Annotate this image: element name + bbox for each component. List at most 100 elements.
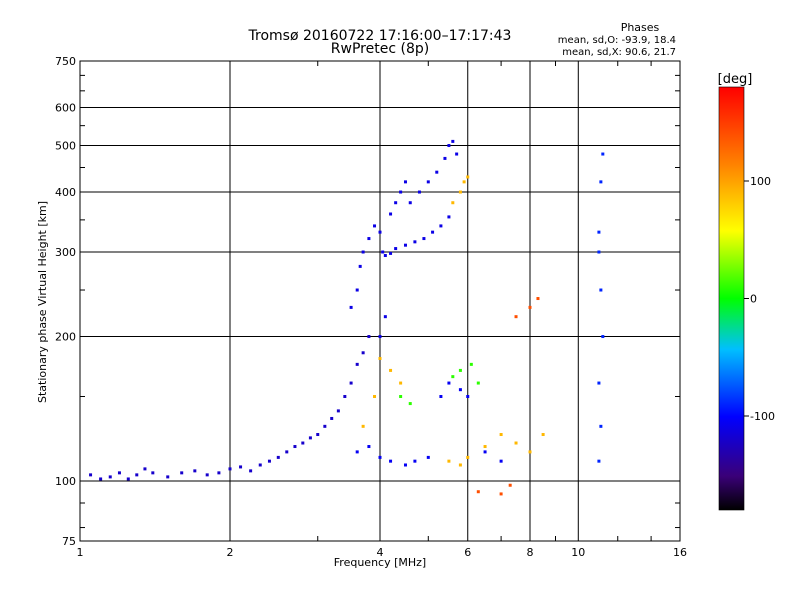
data-point: [528, 305, 532, 309]
data-point: [367, 445, 371, 449]
axes: 1 2 4 6 8 10 16 75 100 200 300 400 500 600 750: [55, 55, 687, 559]
data-point: [408, 201, 412, 205]
data-point: [228, 467, 232, 471]
data-point: [514, 441, 518, 445]
data-point: [499, 459, 503, 463]
data-point: [597, 230, 601, 234]
data-point: [355, 288, 359, 292]
data-point: [403, 463, 407, 467]
data-point: [447, 144, 451, 148]
colorbar-tick-label: 0: [750, 293, 757, 306]
data-point: [151, 471, 155, 475]
data-point: [301, 441, 305, 445]
data-point: [180, 471, 184, 475]
data-point: [508, 483, 512, 487]
data-point: [355, 362, 359, 366]
data-point: [439, 395, 443, 399]
data-point: [447, 381, 451, 385]
data-point: [599, 288, 603, 292]
data-point: [389, 212, 393, 216]
y-tick-label: 600: [55, 102, 76, 115]
data-point: [466, 395, 470, 399]
chart-subtitle: RwPretec (8p): [331, 41, 429, 57]
data-point: [383, 315, 387, 319]
data-point: [528, 450, 532, 454]
data-point: [399, 395, 403, 399]
data-point: [383, 254, 387, 258]
data-point: [361, 351, 365, 355]
x-tick-label: 16: [673, 546, 687, 559]
data-point: [466, 455, 470, 459]
data-point: [417, 190, 421, 194]
data-point: [126, 477, 130, 481]
data-point: [316, 433, 320, 437]
data-point: [349, 305, 353, 309]
data-point: [469, 362, 473, 366]
data-point: [285, 450, 289, 454]
data-point: [499, 492, 503, 496]
data-point: [394, 247, 398, 251]
data-point: [476, 490, 480, 494]
data-point: [381, 250, 385, 254]
data-point: [403, 180, 407, 184]
data-point: [499, 433, 503, 437]
data-point: [378, 230, 382, 234]
y-tick-label: 400: [55, 186, 76, 199]
x-tick-label: 4: [377, 546, 384, 559]
colorbar: [718, 86, 745, 511]
y-tick-label: 200: [55, 331, 76, 344]
x-axis-label: Frequency [MHz]: [334, 556, 426, 569]
data-point: [361, 250, 365, 254]
data-point: [308, 436, 312, 440]
data-point: [403, 243, 407, 247]
stats-title: Phases: [621, 21, 660, 34]
data-point: [89, 473, 93, 477]
data-point: [378, 455, 382, 459]
data-point: [193, 469, 197, 473]
data-point: [439, 224, 443, 228]
data-point: [373, 395, 377, 399]
data-point: [466, 175, 470, 179]
y-tick-label: 750: [55, 55, 76, 68]
data-point: [336, 409, 340, 413]
y-axis-label: Stationary phase Virtual Height [km]: [36, 201, 49, 403]
data-point: [447, 215, 451, 219]
data-point: [483, 445, 487, 449]
data-point: [399, 190, 403, 194]
data-point: [514, 315, 518, 319]
data-point: [267, 459, 271, 463]
data-point: [413, 240, 417, 244]
plot-frame: [79, 60, 681, 542]
data-point: [541, 433, 545, 437]
data-point: [443, 156, 447, 160]
data-point: [422, 237, 426, 241]
data-point: [458, 388, 462, 392]
data-point: [258, 463, 262, 467]
data-point: [373, 224, 377, 228]
data-point: [217, 471, 221, 475]
y-tick-label: 500: [55, 140, 76, 153]
data-point: [135, 473, 139, 477]
data-point: [451, 139, 455, 143]
data-point: [330, 416, 334, 420]
data-point: [601, 335, 605, 339]
data-point: [476, 381, 480, 385]
data-point: [451, 375, 455, 379]
data-point: [293, 445, 297, 449]
data-point: [599, 424, 603, 428]
data-point: [458, 190, 462, 194]
colorbar-tick-label: 100: [750, 175, 771, 188]
x-tick-label: 2: [227, 546, 234, 559]
data-point: [117, 471, 121, 475]
data-point: [399, 381, 403, 385]
stats-line-o: mean, sd,O: -93.9, 18.4: [558, 35, 676, 46]
data-point: [426, 455, 430, 459]
chart-title: Tromsø 20160722 17:16:00–17:17:43: [248, 28, 512, 44]
data-point: [108, 475, 112, 479]
data-point: [597, 250, 601, 254]
data-point: [483, 450, 487, 454]
data-point: [343, 395, 347, 399]
data-point: [451, 201, 455, 205]
data-point: [426, 180, 430, 184]
